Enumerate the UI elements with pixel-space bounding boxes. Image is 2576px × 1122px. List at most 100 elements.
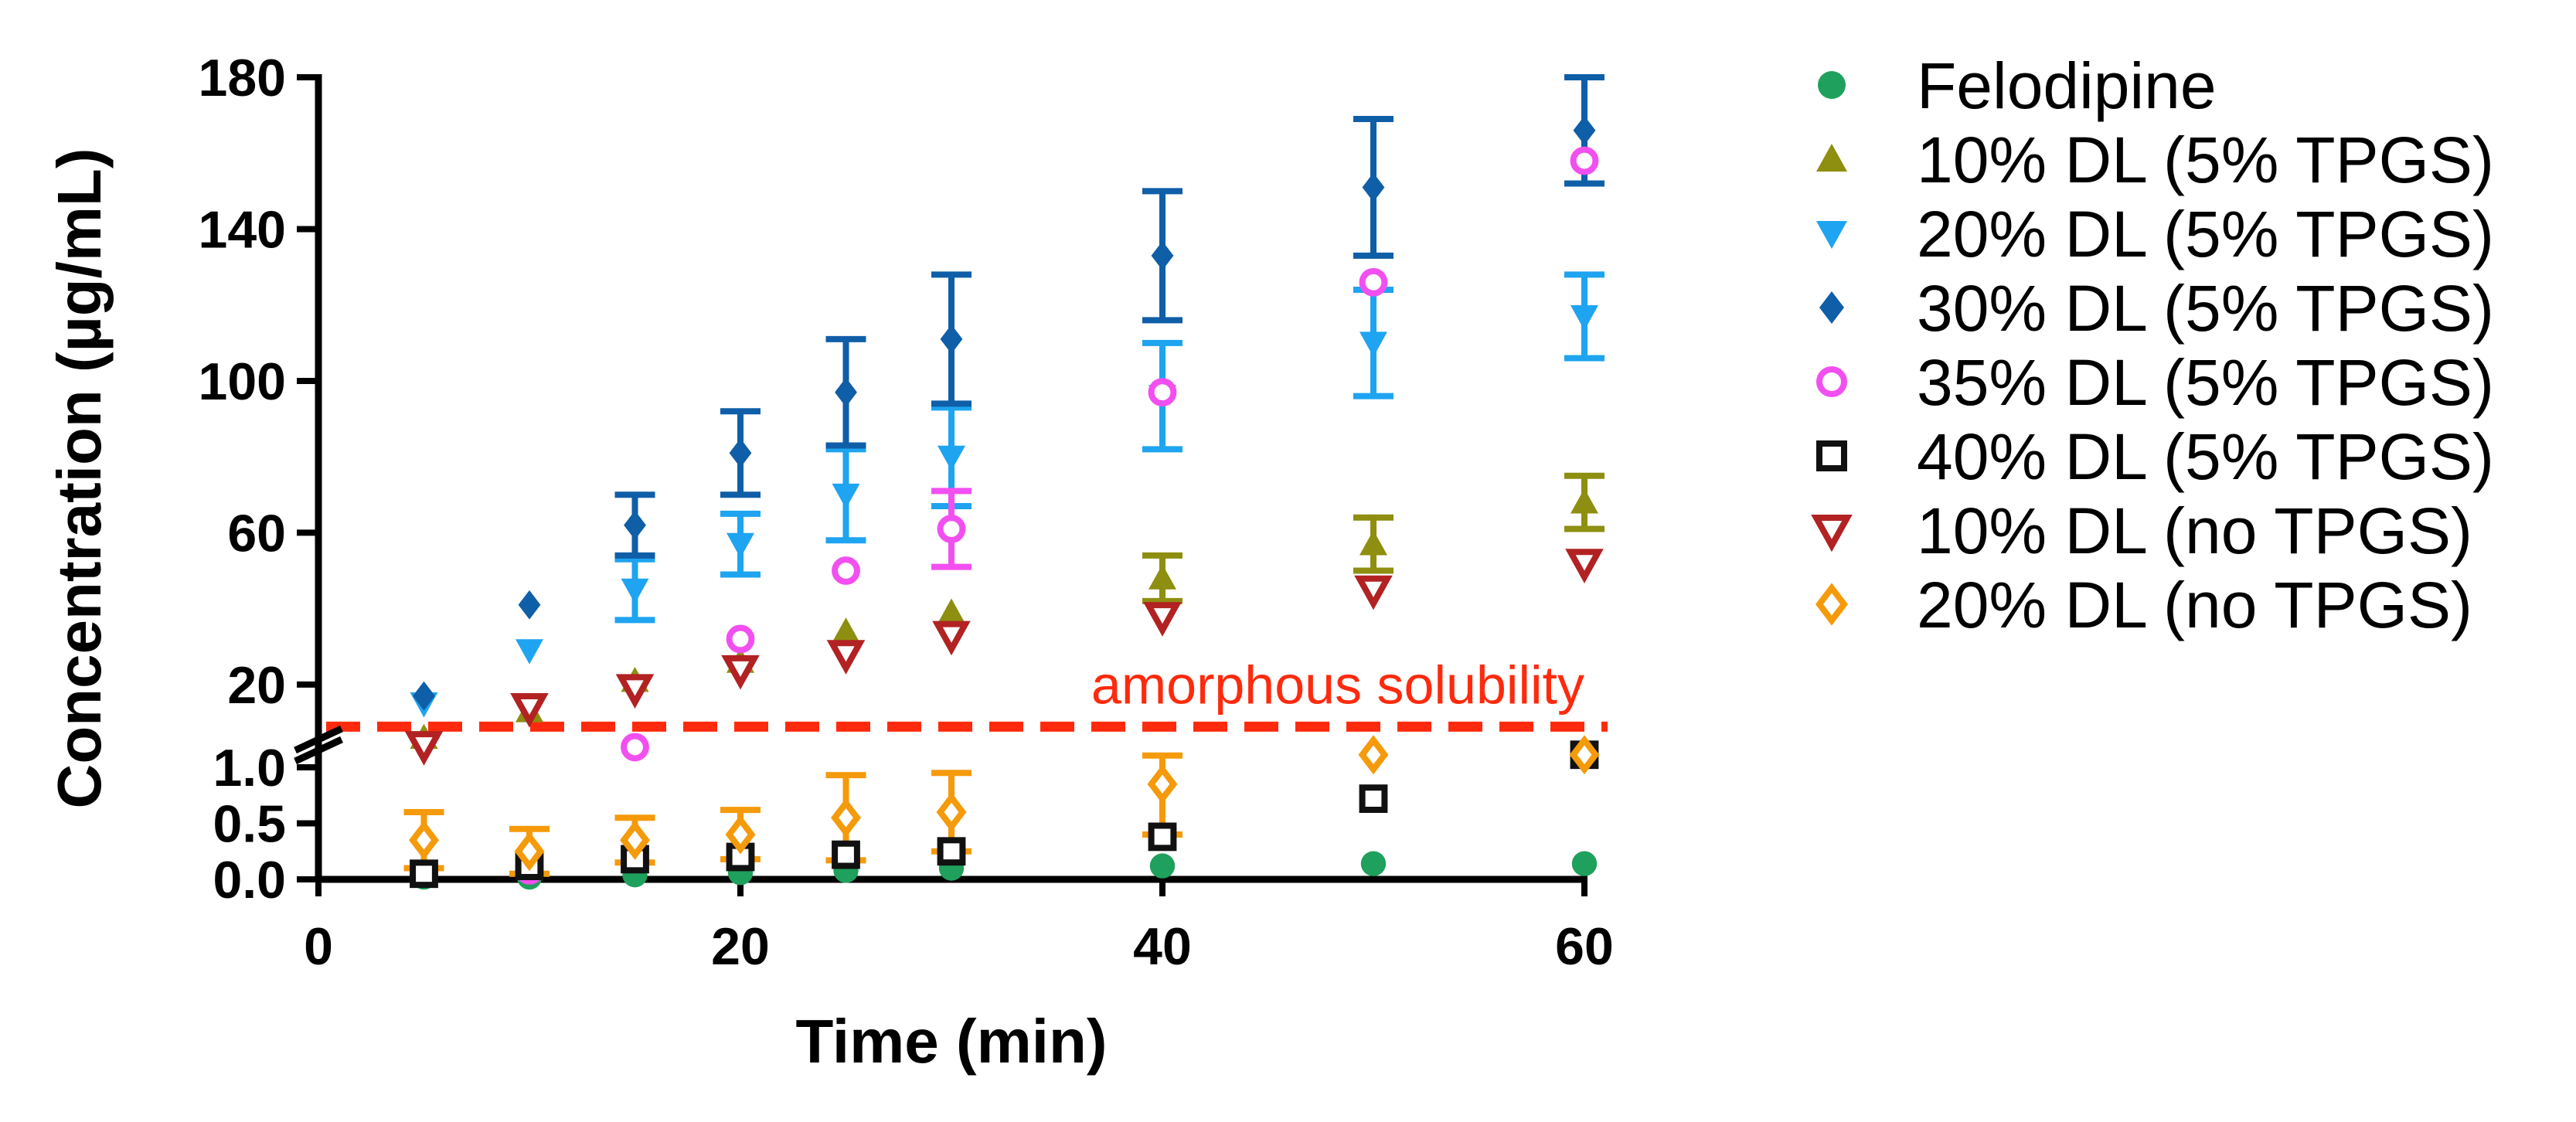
data-point (621, 733, 649, 762)
data-point (1570, 305, 1598, 331)
legend-label: 30% DL (5% TPGS) (1917, 272, 2494, 345)
data-point (516, 639, 543, 665)
legend-marker (1819, 291, 1844, 324)
legend-item: 40% DL (5% TPGS) (1816, 420, 2494, 493)
data-point (937, 837, 966, 866)
y-tick-label: 20 (227, 656, 286, 715)
legend-marker (1816, 144, 1847, 172)
data-point (1570, 146, 1599, 175)
y-axis-title: Concentration (µg/mL) (45, 148, 114, 809)
data-point (938, 445, 965, 471)
axis-break-slash-lower (294, 725, 343, 754)
data-point (1570, 488, 1598, 514)
legend-marker (1818, 71, 1846, 99)
data-point (404, 731, 444, 766)
data-point (1149, 853, 1176, 879)
legend-label: 20% DL (no TPGS) (1917, 569, 2472, 641)
data-point (1143, 602, 1182, 637)
y-axis-break-icon (294, 725, 343, 765)
legend-item: 30% DL (5% TPGS) (1819, 272, 2494, 345)
data-point (1571, 851, 1598, 876)
error-bars (403, 74, 1604, 877)
legend-marker (1816, 221, 1847, 249)
legend-item: 35% DL (5% TPGS) (1816, 346, 2494, 419)
data-point (727, 532, 754, 559)
data-point (932, 620, 971, 656)
axis-ticks: 0 20 40 60 20 60 100 140 180 0.00.51.0 (199, 49, 1614, 976)
x-tick-label: 20 (711, 917, 770, 976)
data-point (940, 325, 963, 354)
x-tick-label: 0 (304, 917, 333, 976)
data-point (1359, 267, 1388, 297)
data-point (514, 831, 545, 872)
data-point (725, 814, 756, 855)
data-point (1569, 735, 1600, 775)
data-point (624, 510, 646, 540)
legend-item: Felodipine (1818, 49, 2217, 122)
data-point (1148, 378, 1177, 407)
data-point (729, 438, 752, 468)
legend-label: 40% DL (5% TPGS) (1917, 420, 2494, 493)
data-point (1565, 549, 1604, 583)
data-point (832, 840, 860, 869)
legend-item: 10% DL (no TPGS) (1811, 495, 2472, 567)
data-point (615, 674, 655, 709)
data-point (1359, 332, 1387, 357)
x-tick-label: 40 (1133, 917, 1192, 976)
data-point (1359, 530, 1387, 556)
data-point (835, 377, 857, 407)
data-point (1354, 575, 1393, 610)
y-tick-label: 60 (227, 504, 286, 563)
data-point (832, 617, 860, 643)
legend-marker (1815, 583, 1849, 626)
legend-marker (1811, 515, 1853, 552)
data-point (938, 598, 965, 624)
y-tick-label: 1.0 (213, 739, 286, 797)
data-point (832, 556, 860, 585)
data-point (1151, 240, 1174, 270)
x-axis-title: Time (min) (795, 1007, 1107, 1076)
data-point (1360, 851, 1387, 876)
data-point (621, 578, 649, 604)
data-point (1359, 784, 1388, 814)
data-point (831, 797, 861, 838)
data-point (620, 820, 650, 860)
data-point (936, 792, 967, 832)
y-tick-label: 180 (199, 49, 286, 107)
legend-label: 10% DL (5% TPGS) (1917, 124, 2494, 196)
data-point (1362, 172, 1385, 202)
legend-marker (1816, 440, 1847, 471)
data-point (1358, 735, 1389, 775)
data-point (410, 859, 438, 889)
legend-item: 20% DL (5% TPGS) (1816, 198, 2494, 270)
data-point (1148, 564, 1176, 590)
legend-marker (1816, 366, 1847, 397)
legend-label: Felodipine (1917, 49, 2217, 122)
x-tick-label: 60 (1555, 917, 1614, 976)
data-point (832, 483, 860, 509)
legend-item: 20% DL (no TPGS) (1815, 569, 2472, 641)
legend-label: 20% DL (5% TPGS) (1917, 198, 2494, 270)
legend-label: 10% DL (no TPGS) (1917, 495, 2472, 567)
data-point (1147, 764, 1178, 804)
data-point (726, 624, 755, 654)
data-point (1573, 115, 1596, 145)
amorphous-solubility-label: amorphous solubility (1091, 654, 1584, 715)
data-point (721, 654, 760, 690)
y-tick-label: 140 (199, 200, 286, 259)
axes (294, 74, 1587, 883)
data-point (1148, 822, 1177, 852)
data-point (518, 590, 541, 620)
data-point (937, 515, 966, 543)
data-point (409, 820, 439, 860)
legend-item: 10% DL (5% TPGS) (1816, 124, 2494, 196)
data-point (826, 640, 866, 675)
y-tick-label: 100 (199, 352, 286, 411)
data-point (413, 681, 435, 711)
axis-break-slash-upper (294, 736, 343, 765)
y-tick-label: 0.5 (213, 795, 286, 854)
legend-label: 35% DL (5% TPGS) (1917, 346, 2494, 419)
y-tick-label: 0.0 (213, 851, 286, 910)
